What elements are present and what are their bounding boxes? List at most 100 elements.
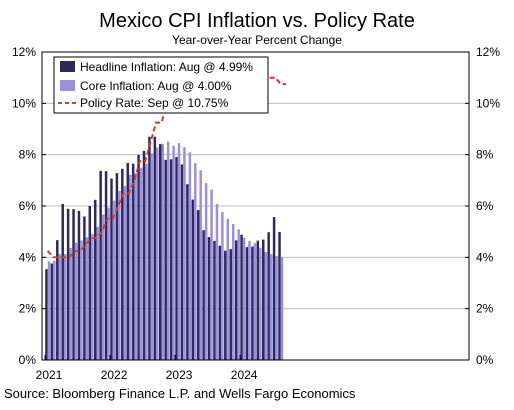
bar-core <box>150 153 154 360</box>
x-axis: 2021 2022 2023 2024 <box>36 355 258 382</box>
bar-core <box>183 147 186 360</box>
bar-headline <box>56 240 59 360</box>
bar-headline <box>110 178 113 360</box>
bar-core <box>58 254 62 360</box>
bar-headline <box>196 210 200 360</box>
bar-core <box>264 251 267 360</box>
bar-headline <box>169 159 173 360</box>
bar-core <box>242 237 246 360</box>
y-tick-label-left: 8% <box>19 148 37 162</box>
bar-core <box>118 190 121 360</box>
bar-core <box>123 185 127 360</box>
bar-headline <box>99 170 102 360</box>
bar-core <box>210 189 213 360</box>
chart-subtitle: Year-over-Year Percent Change <box>172 33 342 47</box>
bar-headline <box>153 136 157 360</box>
bar-headline <box>240 234 243 360</box>
bar-headline <box>251 246 254 360</box>
bar-core <box>112 200 116 360</box>
bar-headline <box>148 136 151 360</box>
bar-core <box>53 260 56 360</box>
bar-headline <box>213 240 216 360</box>
x-tick-label: 2024 <box>231 368 258 382</box>
bar-core <box>204 183 208 360</box>
bar-headline <box>207 237 211 360</box>
bar-core <box>231 223 235 360</box>
bar-series <box>45 136 284 360</box>
bar-headline <box>229 249 232 360</box>
bar-core <box>139 167 143 360</box>
bar-headline <box>159 144 162 360</box>
source-note: Source: Bloomberg Finance L.P. and Wells… <box>4 386 356 401</box>
bar-headline <box>245 247 249 360</box>
bar-core <box>177 143 181 360</box>
y-tick-label-right: 6% <box>476 199 494 213</box>
legend-label-policy: Policy Rate: Sep @ 10.75% <box>80 96 229 110</box>
bar-core <box>269 253 273 360</box>
y-tick-label-right: 2% <box>476 302 494 316</box>
bar-headline <box>77 210 81 360</box>
x-tick-label: 2023 <box>166 368 193 382</box>
bar-headline <box>218 245 222 360</box>
y-tick-label-right: 4% <box>476 250 494 264</box>
plot-frame <box>41 51 470 361</box>
bar-headline <box>93 199 97 360</box>
y-tick-label-left: 0% <box>19 353 37 367</box>
legend: Headline Inflation: Aug @ 4.99% Core Inf… <box>53 56 269 114</box>
bar-headline <box>278 231 281 360</box>
bar-core <box>96 226 99 360</box>
bar-headline <box>126 162 129 360</box>
bar-headline <box>202 230 205 360</box>
bar-core <box>129 174 132 360</box>
bar-headline <box>224 250 227 360</box>
legend-label-headline: Headline Inflation: Aug @ 4.99% <box>80 60 253 74</box>
bar-core <box>145 163 148 360</box>
bar-headline <box>50 263 54 360</box>
bar-core <box>253 243 257 360</box>
bar-core <box>226 218 230 360</box>
bar-headline <box>45 269 48 360</box>
chart-title: Mexico CPI Inflation vs. Policy Rate <box>99 10 415 32</box>
bar-core <box>166 141 170 360</box>
bar-core <box>80 240 83 360</box>
bar-headline <box>72 209 75 360</box>
bar-core <box>172 145 175 360</box>
bar-core <box>134 173 137 360</box>
bar-core <box>85 237 89 360</box>
bar-core <box>74 242 78 360</box>
bar-headline <box>272 217 276 360</box>
bar-core <box>63 253 67 360</box>
y-tick-label-left: 10% <box>12 96 36 110</box>
y-tick-label-left: 4% <box>19 250 37 264</box>
bar-core <box>69 247 72 360</box>
bar-core <box>101 214 105 360</box>
legend-swatch-headline <box>60 61 75 72</box>
bar-core <box>221 212 224 360</box>
bar-core <box>161 143 165 360</box>
bar-core <box>47 261 51 360</box>
legend-swatch-core <box>60 80 75 91</box>
bar-headline <box>137 154 140 360</box>
y-tick-label-right: 12% <box>476 45 500 59</box>
bar-core <box>248 240 251 360</box>
bar-headline <box>267 232 270 360</box>
x-tick-label: 2021 <box>36 368 63 382</box>
legend-box <box>53 56 269 114</box>
bar-headline <box>88 206 92 360</box>
bar-headline <box>262 239 265 360</box>
bar-headline <box>121 168 124 360</box>
y-tick-label-right: 8% <box>476 148 494 162</box>
bar-core <box>188 152 192 360</box>
legend-label-core: Core Inflation: Aug @ 4.00% <box>80 79 232 93</box>
y-tick-label-right: 0% <box>476 353 494 367</box>
bar-headline <box>66 208 70 360</box>
bar-headline <box>131 163 135 360</box>
y-tick-label-left: 2% <box>19 302 37 316</box>
bar-core <box>199 170 202 360</box>
bar-core <box>215 203 219 360</box>
bar-headline <box>256 240 260 360</box>
bar-core <box>275 256 278 360</box>
y-axis-left: 0% 2% 4% 6% 8% 10% 12% <box>12 45 36 367</box>
bar-core <box>237 229 240 360</box>
bar-core <box>91 233 94 360</box>
